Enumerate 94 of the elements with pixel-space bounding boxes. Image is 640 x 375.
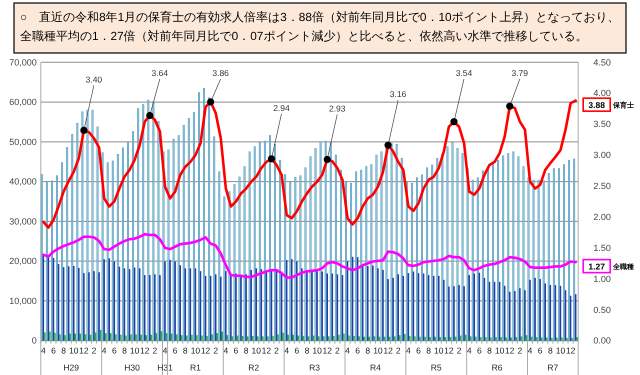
x-tick-label: 6 [476,346,482,356]
x-tick-label: 4 [406,346,411,356]
x-tick-label: 4 [162,346,168,356]
text: R5 [430,362,442,373]
y-tick-label: 20,000 [9,256,37,266]
y-tick-label: 0 [32,336,37,346]
y-tick-label: 60,000 [9,97,37,108]
data-label: 2.93 [328,103,346,114]
x-tick-label: 8 [61,346,66,356]
y2-tick-label: 3.00 [593,150,611,160]
y-tick-label: 50,000 [9,136,37,147]
x-tick-label: 8 [304,346,310,356]
data-label: 2.94 [273,102,290,113]
y2-tick-label: 0.50 [593,304,611,315]
line-series [42,232,577,279]
x-tick-label: 6 [294,346,300,356]
x-tick-label: 12 [200,346,211,356]
chart-title: ○ 直近の令和8年1月の保育士の有効求人倍率は3．88倍（対前年同月比で0．10ポイント上昇）となっており、全職種平均の1．27倍（対前年同月比で0．07ポイント減少）と比べると、依然高い水準で推移している。 [20,9,621,45]
y2-tick-label: 0.00 [593,336,611,346]
x-tick-label: 12 [505,346,515,356]
text: R4 [370,362,382,373]
x-tick-label: 12 [322,346,332,356]
x-tick-label: 8 [487,346,492,356]
x-tick-label: 10 [434,346,444,356]
text: R2 [248,362,260,373]
text: R3 [309,362,320,373]
x-tick-label: 4 [345,346,350,356]
x-tick-label: 2 [274,346,280,356]
x-tick-label: 12 [140,346,150,356]
line-series [42,98,577,229]
x-tick-label: 2 [152,346,158,356]
text: H31 [157,362,174,373]
y-tick-label: 30,000 [9,216,37,226]
x-tick-label: 12 [444,346,454,356]
text: H30 [124,362,140,373]
x-tick-label: 4 [40,346,46,356]
data-label: 3.54 [456,68,473,78]
x-tick-label: 2 [335,346,340,356]
text: R7 [547,362,559,373]
x-tick-label: 2 [92,346,97,356]
y2-tick-label: 2.00 [593,212,611,222]
x-tick-label: 12 [79,346,89,356]
x-tick-label: 12 [383,346,394,356]
x-tick-label: 8 [548,346,553,356]
y-tick-label: 70,000 [9,57,37,68]
data-label: 3.86 [212,68,230,78]
x-tick-label: 6 [51,346,56,356]
x-tick-label: 10 [190,346,200,356]
x-tick-label: 2 [396,346,401,356]
x-tick-label: 10 [312,346,322,356]
y-tick-label: 40,000 [9,176,37,187]
x-tick-label: 4 [223,346,228,356]
x-tick-label: 2 [518,346,523,356]
x-tick-label: 6 [355,346,360,356]
x-tick-label: 10 [252,346,262,356]
x-tick-label: 12 [262,346,272,356]
data-label: 3.64 [152,68,168,78]
x-tick-label: 2 [213,346,218,356]
text: R1 [190,362,202,373]
data-label: 1.27 [588,262,606,272]
x-tick-label: 6 [416,346,422,356]
data-label: 3.40 [86,74,102,84]
x-tick-label: 8 [122,346,128,356]
x-tick-label: 10 [556,346,566,356]
x-tick-label: 4 [466,346,472,356]
y2-tick-label: 2.50 [593,181,611,192]
y2-tick-label: 4.50 [593,57,611,68]
y2-tick-label: 3.50 [593,119,611,130]
y2-tick-label: 1.50 [593,242,611,253]
x-tick-label: 8 [244,346,249,356]
x-tick-label: 4 [528,346,533,356]
data-label: 3.79 [511,68,528,78]
x-tick-label: 6 [172,346,178,356]
x-tick-label: 6 [112,346,117,356]
text: H29 [63,362,80,373]
x-tick-label: 12 [566,346,576,356]
x-tick-label: 4 [284,346,290,356]
x-tick-label: 8 [426,346,432,356]
x-tick-label: 4 [102,346,107,356]
x-tick-label: 6 [538,346,543,356]
x-tick-label: 10 [69,346,79,356]
text: R6 [492,362,503,373]
x-tick-label: 2 [456,346,462,356]
y-tick-label: 10,000 [9,296,37,306]
y2-tick-label: 1.00 [593,274,611,284]
x-tick-label: 10 [494,346,505,356]
data-label: 3.16 [390,89,407,100]
y2-tick-label: 4.00 [593,88,611,98]
x-tick-label: 6 [234,346,239,356]
x-tick-label: 10 [130,346,140,356]
x-tick-label: 10 [373,346,383,356]
x-tick-label: 8 [365,346,370,356]
data-label: 3.88 [588,100,606,110]
x-tick-label: 8 [182,346,188,356]
